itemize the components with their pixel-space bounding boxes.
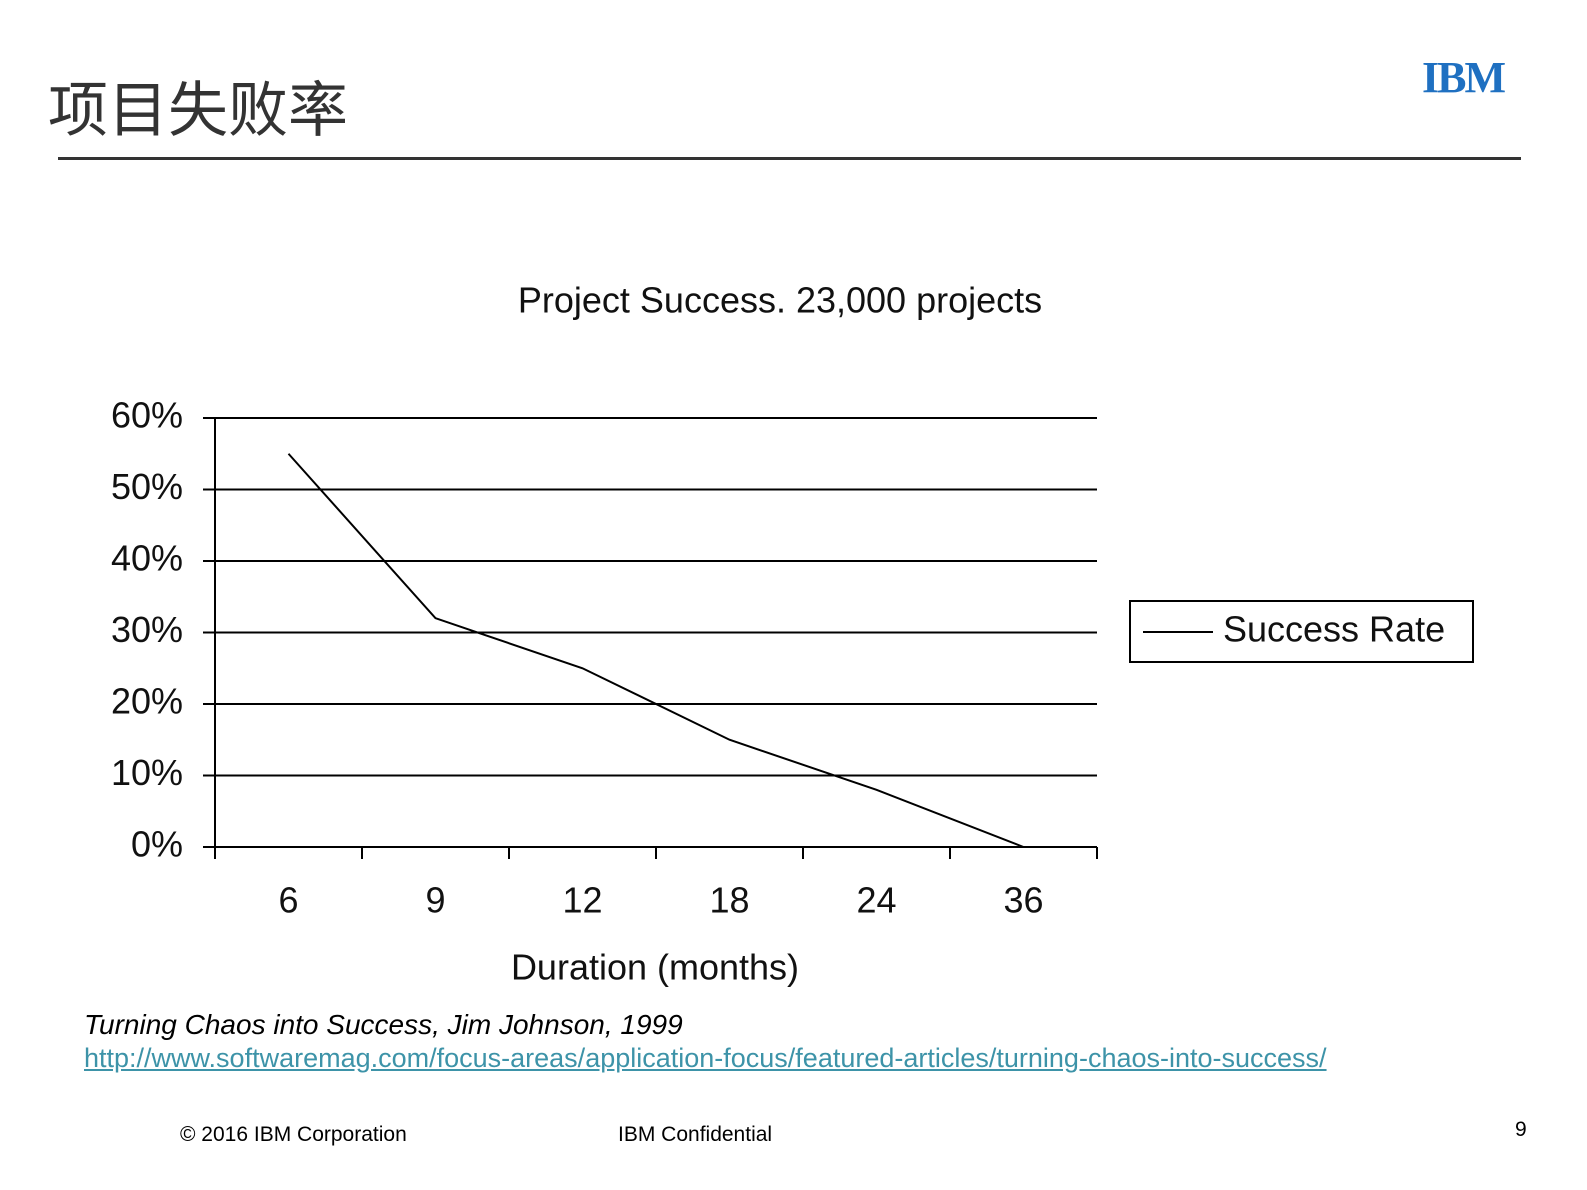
y-tick-label: 20% xyxy=(111,681,183,722)
title-rule xyxy=(58,157,1521,160)
confidential: IBM Confidential xyxy=(618,1123,773,1146)
copyright: © 2016 IBM Corporation xyxy=(180,1123,407,1146)
data-line xyxy=(287,453,1024,848)
y-tick-label: 10% xyxy=(111,752,183,793)
y-tick-label: 30% xyxy=(111,609,183,650)
citation: Turning Chaos into Success, Jim Johnson,… xyxy=(84,1009,683,1040)
y-tick-label: 40% xyxy=(111,538,183,579)
x-tick-label: 12 xyxy=(562,880,602,921)
page-number: 9 xyxy=(1515,1118,1527,1141)
slide-title: 项目失败率 xyxy=(48,77,348,144)
x-tick-label: 24 xyxy=(856,880,896,921)
x-tick-label: 18 xyxy=(709,880,749,921)
x-tick-label: 9 xyxy=(425,880,445,921)
chart: Project Success. 23,000 projects Duratio… xyxy=(111,280,1474,988)
x-axis-title: Duration (months) xyxy=(511,947,799,988)
y-tick-label: 50% xyxy=(111,466,183,507)
chart-title: Project Success. 23,000 projects xyxy=(518,280,1042,321)
y-tick-label: 0% xyxy=(131,824,183,865)
y-tick-label: 60% xyxy=(111,395,183,436)
x-tick-label: 36 xyxy=(1003,880,1043,921)
logo: IBM xyxy=(1422,53,1506,102)
source-link[interactable]: http://www.softwaremag.com/focus-areas/a… xyxy=(84,1043,1327,1073)
legend-label: Success Rate xyxy=(1223,609,1445,650)
x-tick-label: 6 xyxy=(278,880,298,921)
